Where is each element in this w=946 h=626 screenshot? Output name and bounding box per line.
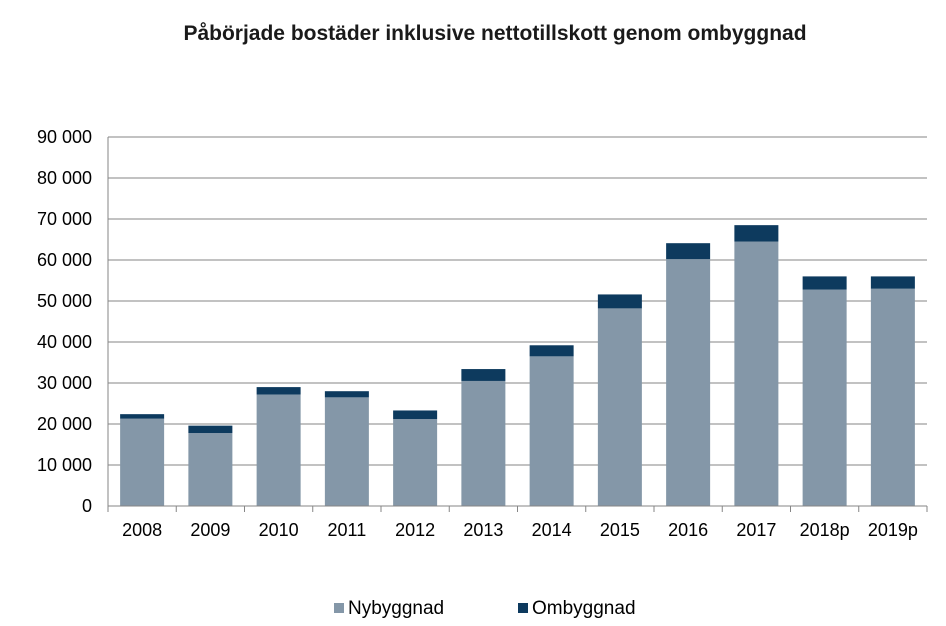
x-tick-label: 2009	[190, 520, 230, 540]
legend-label: Ombyggnad	[532, 598, 636, 619]
bar-nybyggnad	[597, 308, 642, 506]
bar-ombyggnad	[188, 425, 233, 434]
x-tick-label: 2011	[328, 520, 367, 540]
y-tick-labels: 0 10 000 20 000 30 000 40 000 50 000 60 000 70 …	[37, 127, 92, 516]
bar-ombyggnad	[393, 410, 438, 420]
bars	[120, 225, 915, 507]
bar-nybyggnad	[188, 433, 233, 506]
bar-nybyggnad	[256, 394, 301, 506]
x-tick-label: 2019p	[868, 520, 918, 540]
x-tick-label: 2012	[395, 520, 435, 540]
y-tick-label: 20 000	[37, 414, 92, 434]
x-tick-label: 2018p	[800, 520, 850, 540]
bar-nybyggnad	[870, 288, 915, 506]
bar-ombyggnad	[529, 345, 574, 357]
y-tick-label: 60 000	[37, 250, 92, 270]
y-tick-label: 90 000	[37, 127, 92, 147]
x-tick-label: 2016	[668, 520, 708, 540]
y-tick-label: 10 000	[37, 455, 92, 475]
x-tick-label: 2008	[122, 520, 162, 540]
y-tick-label: 70 000	[37, 209, 92, 229]
chart-title: Påbörjade bostäder inklusive nettotillsk…	[183, 22, 806, 45]
bar-ombyggnad	[256, 387, 301, 395]
legend: Nybyggnad Ombyggnad	[334, 598, 636, 619]
bar-ombyggnad	[461, 369, 506, 381]
bar-ombyggnad	[597, 294, 642, 309]
y-tick-label: 30 000	[37, 373, 92, 393]
bar-ombyggnad	[802, 276, 847, 290]
bar-nybyggnad	[802, 289, 847, 506]
y-tick-label: 50 000	[37, 291, 92, 311]
bar-nybyggnad	[529, 356, 574, 506]
y-tick-label: 0	[82, 496, 92, 516]
x-tick-label: 2010	[259, 520, 299, 540]
legend-swatch	[334, 603, 344, 613]
axes	[107, 137, 928, 512]
x-tick-label: 2013	[463, 520, 503, 540]
bar-ombyggnad	[666, 243, 711, 260]
bar-ombyggnad	[870, 276, 915, 289]
x-tick-label: 2014	[532, 520, 572, 540]
x-tick-label: 2017	[736, 520, 776, 540]
bar-ombyggnad	[734, 225, 779, 242]
bar-nybyggnad	[393, 419, 438, 506]
bar-ombyggnad	[120, 414, 165, 419]
y-tick-label: 80 000	[37, 168, 92, 188]
bar-ombyggnad	[324, 391, 369, 398]
grid	[108, 136, 927, 466]
bar-nybyggnad	[734, 241, 779, 507]
x-tick-labels: 2008 2009 2010 2011 2012 2013 2014 2015 2016 2017…	[122, 520, 918, 540]
bar-nybyggnad	[666, 259, 711, 506]
legend-label: Nybyggnad	[348, 598, 444, 619]
x-tick-label: 2015	[600, 520, 640, 540]
y-tick-label: 40 000	[37, 332, 92, 352]
bar-nybyggnad	[324, 397, 369, 506]
bar-nybyggnad	[120, 418, 165, 506]
legend-swatch	[518, 603, 528, 613]
bar-nybyggnad	[461, 380, 506, 506]
